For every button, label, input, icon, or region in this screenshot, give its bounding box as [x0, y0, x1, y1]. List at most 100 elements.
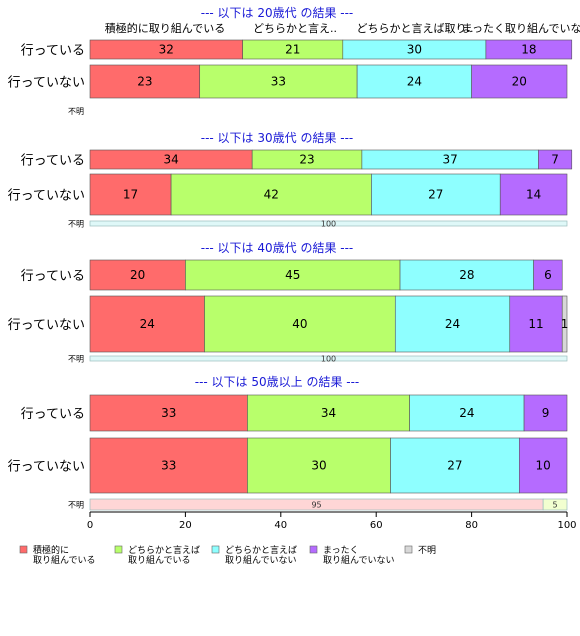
bar-segment	[542, 498, 568, 511]
data-label: 34	[163, 153, 178, 167]
data-label: 17	[123, 188, 138, 202]
data-label: 23	[137, 75, 152, 89]
data-label: 20	[512, 75, 527, 89]
category-header: 積極的に取り組んでいる	[105, 21, 225, 35]
data-label: 40	[292, 317, 307, 331]
legend-label: 取り組んでいる	[128, 554, 191, 566]
legend-swatch	[404, 545, 413, 554]
bar-segment	[204, 295, 396, 353]
panel-title: --- 以下は 30歳代 の結果 ---	[201, 131, 354, 145]
data-label: 20	[130, 268, 145, 282]
data-label: 33	[271, 75, 286, 89]
bar-segment	[499, 173, 568, 216]
legend-swatch	[309, 545, 318, 554]
data-label: 7	[551, 153, 559, 167]
bar-segment	[399, 259, 534, 291]
x-tick-label: 20	[179, 520, 192, 531]
x-tick-label: 100	[557, 520, 576, 531]
row-label: 行っている	[21, 269, 85, 284]
panel-title: --- 以下は 50歳以上 の結果 ---	[195, 375, 360, 389]
bar-segment	[394, 295, 511, 353]
bar-segment	[409, 394, 525, 432]
data-label: 95	[311, 501, 321, 510]
row-label: 不明	[68, 220, 84, 229]
bar-segment	[89, 220, 568, 227]
data-label: 10	[536, 459, 551, 473]
row-label: 行っていない	[8, 318, 85, 333]
row-label: 行っていない	[8, 460, 85, 475]
data-label: 37	[442, 153, 457, 167]
bar-segment	[247, 394, 410, 432]
legend-label: どちらかと言えば	[128, 544, 200, 556]
data-label: 9	[542, 406, 550, 420]
category-header: まったく取り組んでいな..	[461, 22, 580, 35]
bar-segment	[356, 64, 472, 99]
bar-segment	[199, 64, 358, 99]
bar-segment	[485, 39, 573, 60]
data-label: 45	[285, 268, 300, 282]
data-label: 33	[161, 406, 176, 420]
panel-title: --- 以下は 20歳代 の結果 ---	[201, 6, 354, 20]
data-label: 30	[407, 43, 422, 57]
legend-swatch	[114, 545, 123, 554]
bar-segment	[471, 64, 568, 99]
bar-segment	[89, 355, 568, 362]
data-label: 24	[459, 406, 474, 420]
data-label: 24	[140, 317, 155, 331]
legend-label: 不明	[418, 545, 436, 556]
panel-title: --- 以下は 40歳代 の結果 ---	[201, 241, 354, 255]
bar-segment	[89, 259, 186, 291]
bar-segment	[89, 295, 205, 353]
data-label: 23	[299, 153, 314, 167]
category-header: どちらかと言え..	[253, 22, 337, 35]
row-label: 行っていない	[8, 76, 85, 91]
row-label: 不明	[68, 355, 84, 364]
data-label: 14	[526, 188, 541, 202]
x-tick-label: 60	[370, 520, 383, 531]
data-label: 11	[528, 317, 543, 331]
row-label: 不明	[68, 107, 84, 116]
data-label: 28	[459, 268, 474, 282]
category-header: どちらかと言えば取り..	[357, 22, 474, 35]
bar-segment	[518, 437, 568, 494]
data-label: 6	[544, 268, 552, 282]
bar-segment	[371, 173, 501, 216]
data-label: 18	[521, 43, 536, 57]
bar-segment	[538, 149, 573, 170]
data-label: 33	[161, 459, 176, 473]
bar-segment	[390, 437, 520, 494]
row-label: 不明	[68, 501, 84, 510]
data-label: 34	[321, 406, 336, 420]
data-label: 21	[285, 43, 300, 57]
x-tick-label: 0	[87, 520, 93, 531]
x-tick-label: 40	[274, 520, 287, 531]
bar-segment	[509, 295, 563, 353]
legend-label: まったく	[323, 545, 359, 556]
bar-segment	[170, 173, 372, 216]
legend-swatch	[19, 545, 28, 554]
data-label: 100	[321, 355, 336, 364]
bar-segment	[523, 394, 568, 432]
bar-segment	[89, 394, 248, 432]
data-label: 24	[445, 317, 460, 331]
data-label: 5	[553, 501, 558, 510]
legend-label: 積極的に	[33, 544, 69, 556]
data-label: 24	[407, 75, 422, 89]
data-label: 30	[311, 459, 326, 473]
row-label: 行っている	[21, 154, 85, 169]
legend-swatch	[211, 545, 220, 554]
row-label: 行っている	[21, 407, 85, 422]
data-label: 27	[428, 188, 443, 202]
bar-segment	[561, 295, 568, 353]
legend-label: 取り組んでいない	[225, 554, 297, 566]
bar-segment	[89, 64, 201, 99]
legend-label: 取り組んでいない	[323, 554, 395, 566]
data-label: 27	[447, 459, 462, 473]
data-label: 42	[264, 188, 279, 202]
legend-label: 取り組んでいる	[33, 554, 96, 566]
data-label: 1	[561, 317, 569, 331]
row-label: 行っている	[21, 44, 85, 59]
data-label: 32	[159, 43, 174, 57]
